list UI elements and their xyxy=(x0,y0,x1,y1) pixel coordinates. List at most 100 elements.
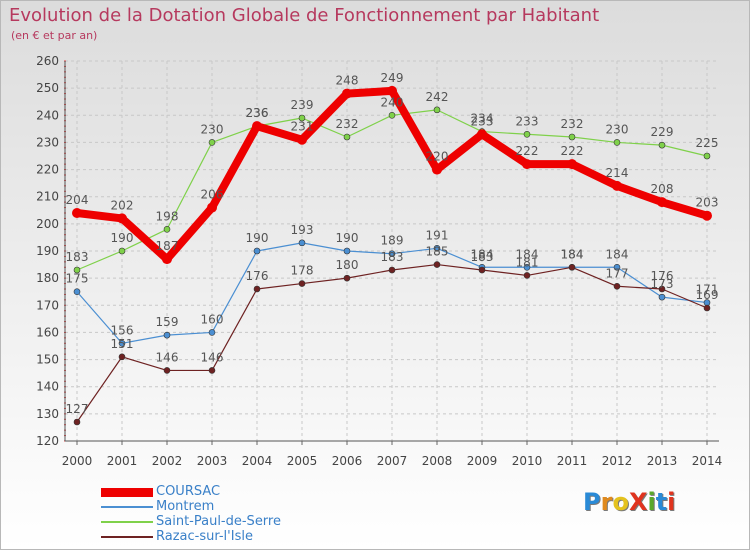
logo-letter: P xyxy=(583,488,601,516)
y-tick-label: 120 xyxy=(36,434,59,448)
y-tick-label: 240 xyxy=(36,108,59,122)
data-point xyxy=(73,288,81,296)
data-point xyxy=(118,353,126,361)
data-label: 187 xyxy=(156,239,179,253)
data-point xyxy=(658,285,666,293)
x-tick-label: 2001 xyxy=(107,454,138,468)
data-point xyxy=(252,121,262,132)
x-tick-label: 2014 xyxy=(692,454,723,468)
data-point xyxy=(613,282,621,290)
data-point xyxy=(702,210,712,221)
data-point xyxy=(73,266,81,274)
x-tick-label: 2011 xyxy=(557,454,588,468)
data-label: 198 xyxy=(156,209,179,223)
data-label: 204 xyxy=(66,193,89,207)
data-label: 183 xyxy=(66,250,89,264)
data-label: 176 xyxy=(651,269,674,283)
data-label: 248 xyxy=(336,74,359,88)
data-label: 181 xyxy=(516,255,539,269)
x-tick-label: 2010 xyxy=(512,454,543,468)
chart-title: Evolution de la Dotation Globale de Fonc… xyxy=(9,5,600,26)
data-point xyxy=(523,272,531,279)
legend-label: Razac-sur-l'Isle xyxy=(156,529,253,544)
y-tick-label: 220 xyxy=(36,163,59,177)
y-tick-label: 140 xyxy=(36,380,59,394)
series-lines xyxy=(72,85,712,426)
data-label: 156 xyxy=(111,323,134,337)
data-point xyxy=(343,274,351,282)
data-point xyxy=(433,261,441,268)
legend-item: Montrem xyxy=(101,499,361,515)
data-label: 184 xyxy=(561,247,584,261)
x-tick-label: 2013 xyxy=(647,454,678,468)
data-point xyxy=(117,213,127,224)
data-label: 193 xyxy=(291,223,314,237)
data-label: 184 xyxy=(471,247,494,261)
data-point xyxy=(477,129,487,140)
x-tick-label: 2009 xyxy=(467,454,498,468)
data-label: 230 xyxy=(606,122,629,136)
data-point xyxy=(388,266,396,274)
data-point xyxy=(657,197,667,208)
data-point xyxy=(298,114,306,122)
y-tick-label: 190 xyxy=(36,244,59,258)
logo-letter: o xyxy=(612,488,629,516)
data-point xyxy=(208,329,216,336)
axes: 1201301401501601701801902002102202302402… xyxy=(36,54,722,468)
data-label: 242 xyxy=(426,90,449,104)
legend-label: Montrem xyxy=(156,499,215,514)
data-point xyxy=(388,111,396,119)
data-label: 184 xyxy=(516,247,539,261)
data-label: 173 xyxy=(651,277,674,291)
data-label: 232 xyxy=(561,117,584,131)
x-tick-label: 2008 xyxy=(422,454,453,468)
data-label: 190 xyxy=(111,231,134,245)
data-label: 222 xyxy=(561,144,584,158)
data-label: 236 xyxy=(246,106,269,120)
y-tick-label: 200 xyxy=(36,217,59,231)
data-point xyxy=(208,139,216,146)
data-point xyxy=(298,280,306,287)
data-label: 189 xyxy=(381,234,404,248)
legend-swatch xyxy=(101,521,153,523)
data-point xyxy=(163,367,171,374)
data-point xyxy=(613,263,621,271)
data-labels: 204 202 187 206 236 231 248 249 220 233 222 222 214 2… xyxy=(66,71,719,416)
data-label: 176 xyxy=(246,269,269,283)
data-label: 230 xyxy=(201,122,224,136)
data-point xyxy=(567,159,577,170)
logo-letter: i xyxy=(667,488,676,516)
data-point xyxy=(523,130,531,138)
data-label: 184 xyxy=(561,247,584,261)
data-point xyxy=(703,304,711,312)
logo-letter: X xyxy=(628,488,648,516)
y-tick-label: 260 xyxy=(36,54,59,68)
data-label: 183 xyxy=(381,250,404,264)
data-label: 222 xyxy=(516,144,539,158)
legend-item: Razac-sur-l'Isle xyxy=(101,529,361,545)
data-label: 232 xyxy=(336,117,359,131)
data-point xyxy=(163,225,171,233)
data-label: 159 xyxy=(156,315,179,329)
data-label: 171 xyxy=(696,283,719,297)
x-tick-label: 2002 xyxy=(152,454,183,468)
data-point xyxy=(387,85,397,96)
data-point xyxy=(612,180,622,191)
data-label: 183 xyxy=(471,250,494,264)
y-tick-label: 250 xyxy=(36,81,59,95)
data-point xyxy=(568,133,576,141)
data-label: 206 xyxy=(201,188,224,202)
data-point xyxy=(613,139,621,146)
y-tick-label: 230 xyxy=(36,135,59,149)
data-point xyxy=(522,159,532,170)
x-tick-label: 2005 xyxy=(287,454,318,468)
y-tick-label: 170 xyxy=(36,298,59,312)
logo-letter: i xyxy=(647,488,656,516)
legend-label: COURSAC xyxy=(156,484,221,499)
data-label: 127 xyxy=(66,402,89,416)
legend-swatch xyxy=(101,487,153,497)
data-label: 234 xyxy=(471,112,494,126)
data-label: 190 xyxy=(336,231,359,245)
